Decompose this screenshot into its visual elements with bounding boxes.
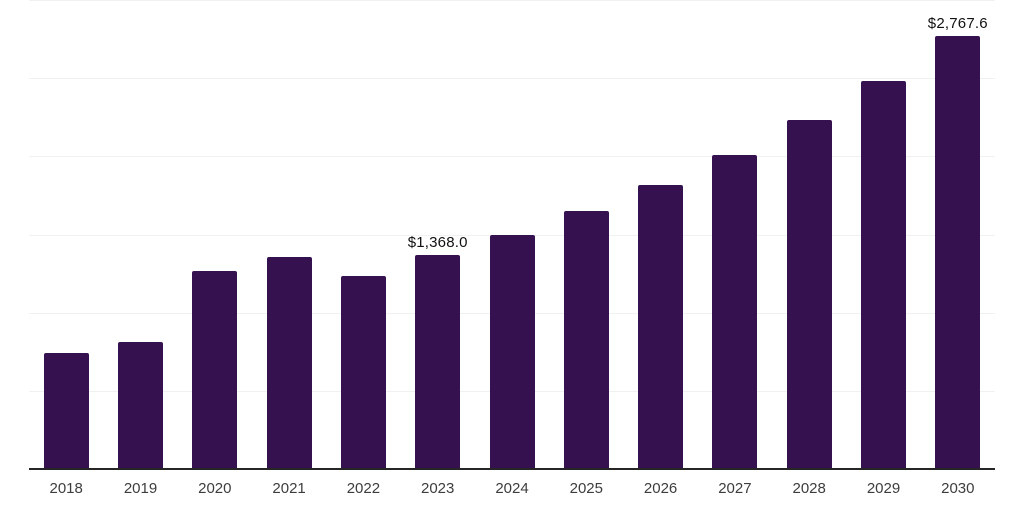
x-axis-line (29, 468, 995, 470)
bar-2028 (786, 120, 832, 469)
x-tick-label-2021: 2021 (272, 480, 306, 497)
bar-value-label-2030: $2,767.6 (927, 15, 988, 33)
bar-2026 (638, 184, 684, 469)
gridline-2000 (29, 156, 995, 157)
bar-2018 (43, 353, 89, 469)
bar-value-label-2023: $1,368.0 (407, 234, 468, 252)
gridline-2500 (29, 78, 995, 79)
bar-2030 (935, 36, 981, 469)
gridline-3000 (29, 0, 995, 1)
x-tick-label-2020: 2020 (198, 480, 232, 497)
x-tick-label-2028: 2028 (792, 480, 826, 497)
x-tick-label-2019: 2019 (123, 480, 158, 497)
x-tick-label-2029: 2029 (866, 480, 901, 497)
x-tick-label-2027: 2027 (718, 480, 752, 497)
x-tick-label-2018: 2018 (49, 480, 83, 497)
bar-2021 (266, 257, 312, 469)
bar-2024 (489, 235, 535, 469)
x-tick-label-2024: 2024 (495, 480, 529, 497)
bar-2022 (340, 275, 386, 469)
x-tick-label-2023: 2023 (421, 480, 455, 497)
x-tick-label-2025: 2025 (569, 480, 603, 497)
bar-2029 (861, 80, 906, 469)
x-tick-label-2026: 2026 (643, 480, 678, 497)
bar-2020 (192, 270, 238, 469)
bar-2019 (118, 342, 163, 469)
bar-2023 (415, 255, 461, 469)
x-tick-label-2022: 2022 (346, 480, 381, 497)
bar-2025 (563, 211, 609, 469)
x-tick-label-2030: 2030 (941, 480, 975, 497)
bar-2027 (712, 154, 758, 469)
